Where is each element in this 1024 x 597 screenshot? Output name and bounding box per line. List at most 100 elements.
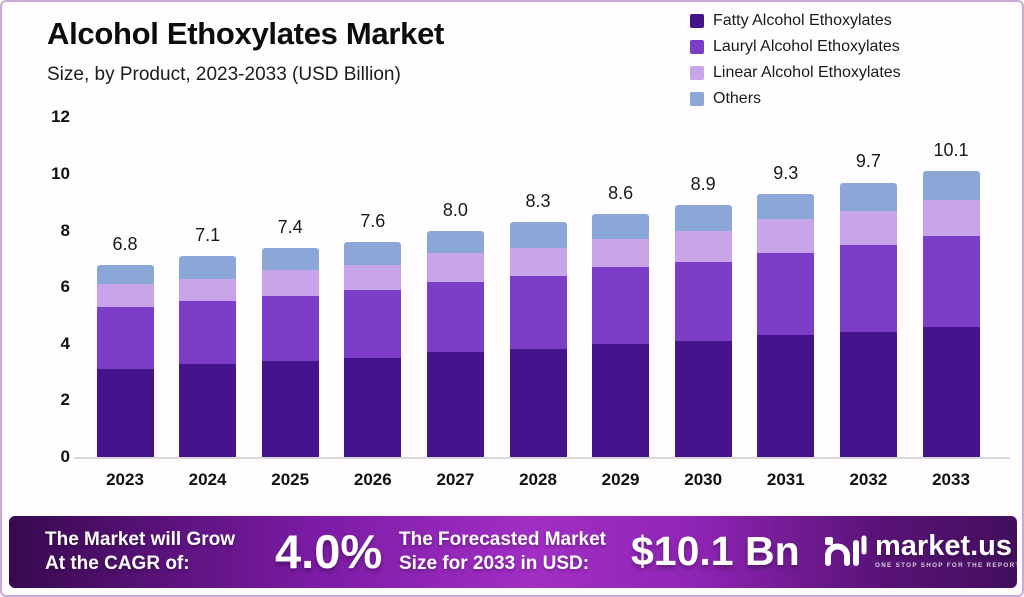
bar-segment [261,360,319,457]
bar-segment [426,230,484,254]
bar-value-label: 8.0 [442,199,468,220]
bar-segment [426,352,484,457]
bar-segment [922,236,980,327]
bar-segment [757,219,815,254]
bar-2029: 8.6 [592,2,650,457]
bar-segment [592,343,650,457]
x-axis-tick-label: 2032 [849,470,888,489]
brand-name: market.us [875,530,1013,562]
legend-label: Lauryl Alcohol Ethoxylates [713,38,900,55]
bar-segment [509,222,567,248]
bar-segment [261,247,319,271]
legend-label: Fatty Alcohol Ethoxylates [713,12,892,29]
legend-swatch-icon [690,40,704,54]
x-axis-tick-label: 2033 [932,470,970,489]
y-axis-tick-label: 4 [60,333,70,353]
legend-swatch-icon [690,14,704,28]
legend-label: Linear Alcohol Ethoxylates [713,64,901,81]
bar-2030: 8.9 [674,2,732,457]
bar-segment [261,295,319,361]
bar-2031: 9.3 [757,2,815,457]
bar-segment [839,210,897,245]
bar-segment [674,230,732,262]
bar-2033: 10.1 [922,2,980,457]
market-us-logo-icon [825,535,867,566]
legend-swatch-icon [690,66,704,80]
bar-segment [839,244,897,333]
bar-2025: 7.4 [261,2,319,457]
bar-2028: 8.3 [509,2,567,457]
y-axis-tick-label: 12 [51,107,70,127]
forecast-label: The Forecasted Market Size for 2033 in U… [399,529,606,574]
bar-segment [96,264,154,285]
footer-banner: The Market will Grow At the CAGR of: 4.0… [9,516,1022,588]
bar-segment [592,267,650,344]
bar-segment [839,332,897,457]
bar-segment [674,340,732,457]
x-axis-tick-label: 2025 [271,470,310,489]
x-axis-tick-label: 2024 [188,470,227,489]
bar-segment [839,182,897,211]
x-axis-tick-label: 2030 [684,470,723,489]
page-title: Alcohol Ethoxylates Market [47,16,445,51]
bar-segment [179,363,237,457]
x-axis-tick-label: 2028 [519,470,557,489]
bar-segment [344,241,402,265]
bar-segment [592,239,650,268]
bar-segment [674,261,732,341]
bar-segment [261,270,319,296]
bar-segment [509,275,567,350]
x-axis-tick-label: 2029 [601,470,640,489]
bar-segment [509,247,567,276]
bar-segment [426,281,484,353]
bar-segment [922,199,980,237]
bar-segment [922,171,980,200]
x-axis-line [74,457,1010,459]
legend-label: Others [713,90,762,107]
y-axis-tick-label: 6 [60,277,70,297]
chart-legend: Fatty Alcohol Ethoxylates Lauryl Alcohol … [690,12,901,108]
bar-value-label: 7.4 [277,216,303,237]
bar-segment [96,307,154,370]
bar-value-label: 8.6 [608,182,634,203]
bar-value-label: 10.1 [933,140,969,161]
bar-segment [922,326,980,457]
x-axis-tick-label: 2027 [436,470,475,489]
bar-2024: 7.1 [179,2,237,457]
bar-segment [96,369,154,457]
bar-value-label: 9.3 [773,162,799,183]
bar-2027: 8.0 [426,2,484,457]
legend-item: Lauryl Alcohol Ethoxylates [690,38,901,56]
legend-item: Others [690,90,901,108]
bar-2023: 6.8 [96,2,154,457]
bar-segment [757,193,815,220]
bar-segment [344,357,402,457]
bar-value-label: 7.6 [360,210,386,231]
x-axis-tick-label: 2026 [353,470,392,489]
cagr-value: 4.0% [275,525,383,578]
bar-segment [426,253,484,282]
bar-segment [179,301,237,364]
bar-value-label: 6.8 [112,233,138,254]
bar-value-label: 9.7 [855,151,881,172]
x-axis-tick-label: 2031 [766,470,805,489]
bar-segment [179,278,237,302]
brand-logo: market.us ONE STOP SHOP FOR THE REPORTS [823,530,1024,570]
bar-segment [179,256,237,279]
legend-item: Linear Alcohol Ethoxylates [690,64,901,82]
brand-tagline: ONE STOP SHOP FOR THE REPORTS [875,562,1024,569]
bar-value-label: 8.9 [690,174,716,195]
bar-value-label: 7.1 [195,225,221,246]
bar-segment [509,349,567,457]
y-axis-tick-label: 0 [60,447,70,466]
y-axis-tick-label: 8 [60,220,70,240]
bar-segment [592,213,650,240]
bar-segment [674,205,732,231]
bar-segment [96,284,154,308]
y-axis-tick-label: 10 [51,164,70,183]
bar-segment [344,290,402,358]
legend-swatch-icon [690,92,704,106]
bar-2032: 9.7 [839,2,897,457]
cagr-label: The Market will Grow At the CAGR of: [45,529,236,574]
